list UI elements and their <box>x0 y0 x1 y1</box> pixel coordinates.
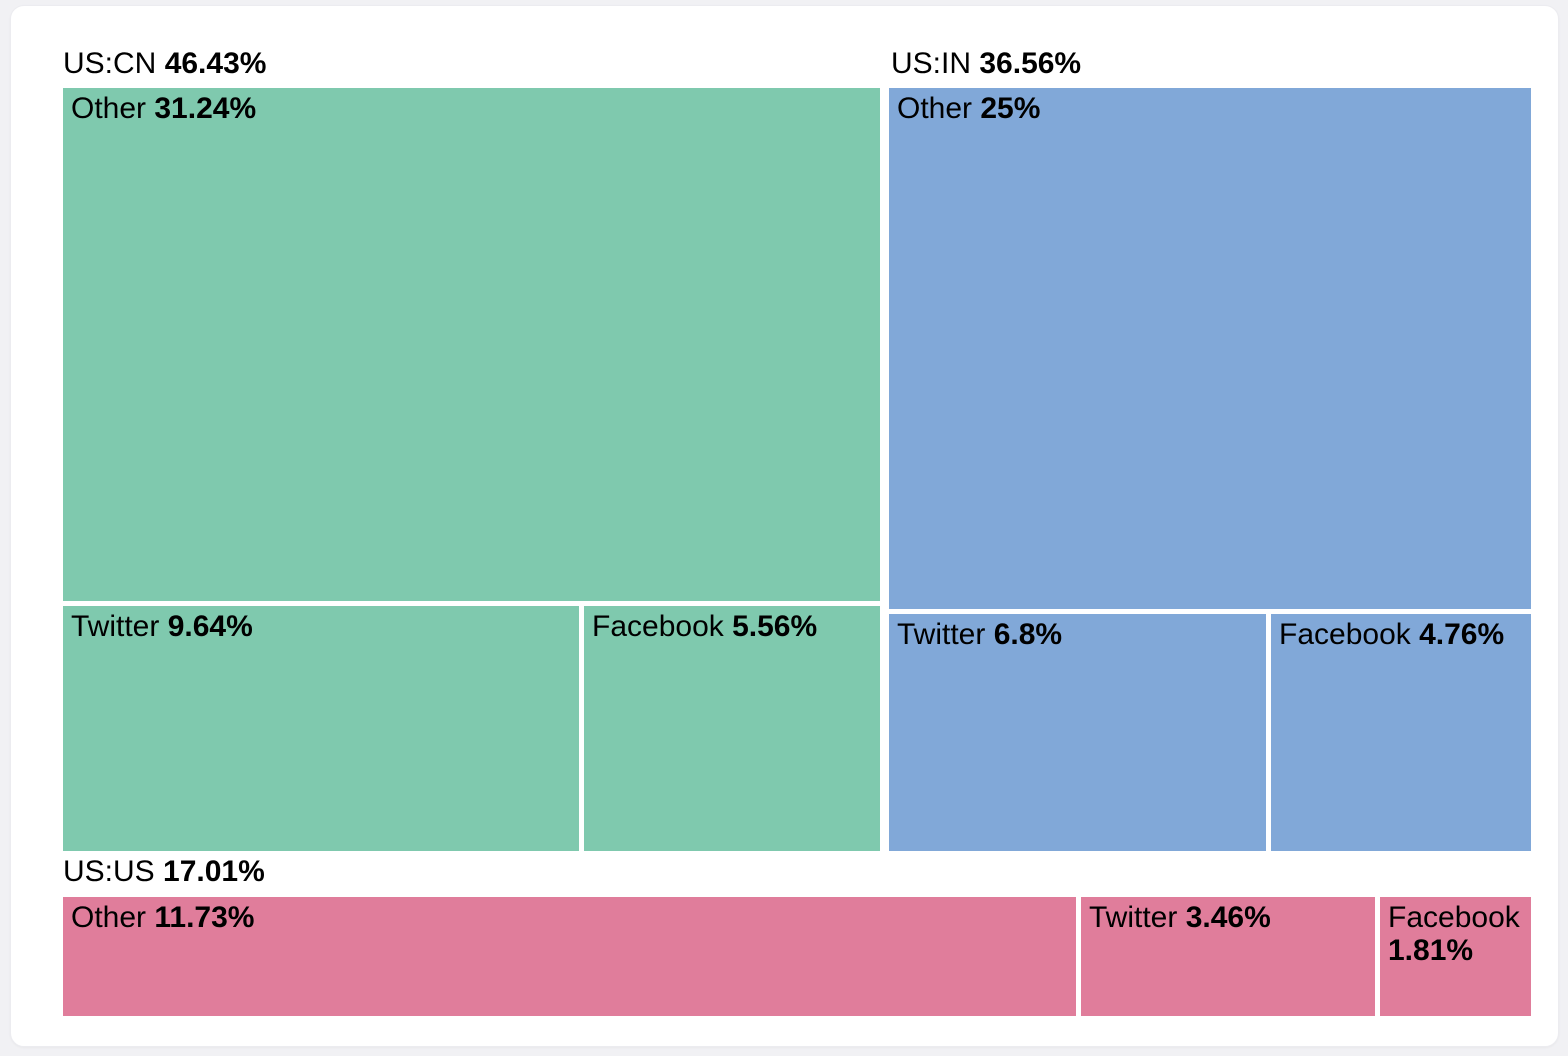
group-label: US:US <box>63 855 155 888</box>
cell-label: Twitter 3.46% <box>1081 897 1375 934</box>
cell-label: Other 25% <box>889 88 1531 125</box>
cell-percent: 9.64% <box>167 610 253 643</box>
cell-name: Facebook <box>1279 618 1411 651</box>
cell-percent: 6.8% <box>993 618 1063 651</box>
treemap-cell-us-us-twitter[interactable]: Twitter 3.46% <box>1081 897 1375 1016</box>
cell-name: Twitter <box>71 610 160 643</box>
cell-label: Facebook 1.81% <box>1380 897 1531 967</box>
group-header-us-cn: US:CN 46.43% <box>63 47 266 81</box>
cell-name: Twitter <box>897 618 986 651</box>
treemap-cell-us-cn-facebook[interactable]: Facebook 5.56% <box>584 606 880 851</box>
group-header-us-us: US:US 17.01% <box>63 855 265 889</box>
cell-percent: 5.56% <box>732 610 818 643</box>
group-label: US:IN <box>891 47 972 80</box>
group-percent: 46.43% <box>164 47 267 80</box>
treemap-card: US:CN 46.43% US:IN 36.56% US:US 17.01% O… <box>10 5 1559 1047</box>
cell-label: Facebook 5.56% <box>584 606 880 643</box>
cell-percent: 3.46% <box>1185 901 1271 934</box>
treemap-cell-us-in-other[interactable]: Other 25% <box>889 88 1531 609</box>
treemap-cell-us-cn-twitter[interactable]: Twitter 9.64% <box>63 606 579 851</box>
cell-label: Twitter 9.64% <box>63 606 579 643</box>
treemap-cell-us-us-other[interactable]: Other 11.73% <box>63 897 1076 1016</box>
cell-name: Facebook <box>1388 901 1520 934</box>
group-percent: 36.56% <box>979 47 1082 80</box>
cell-percent: 11.73% <box>154 901 255 934</box>
cell-percent: 25% <box>980 92 1041 125</box>
cell-name: Other <box>897 92 973 125</box>
group-label: US:CN <box>63 47 157 80</box>
cell-name: Facebook <box>592 610 724 643</box>
cell-label: Other 31.24% <box>63 88 880 125</box>
group-percent: 17.01% <box>163 855 265 888</box>
treemap-cell-us-cn-other[interactable]: Other 31.24% <box>63 88 880 601</box>
treemap-chart: US:CN 46.43% US:IN 36.56% US:US 17.01% O… <box>11 6 1558 1046</box>
cell-percent: 1.81% <box>1388 934 1474 967</box>
cell-label: Other 11.73% <box>63 897 1076 934</box>
treemap-cell-us-in-twitter[interactable]: Twitter 6.8% <box>889 614 1266 851</box>
treemap-cell-us-in-facebook[interactable]: Facebook 4.76% <box>1271 614 1531 851</box>
cell-percent: 4.76% <box>1419 618 1505 651</box>
cell-label: Twitter 6.8% <box>889 614 1266 651</box>
cell-label: Facebook 4.76% <box>1271 614 1531 651</box>
cell-name: Other <box>71 92 147 125</box>
cell-name: Other <box>71 901 147 934</box>
treemap-cell-us-us-facebook[interactable]: Facebook 1.81% <box>1380 897 1531 1016</box>
group-header-us-in: US:IN 36.56% <box>891 47 1081 81</box>
cell-percent: 31.24% <box>154 92 257 125</box>
cell-name: Twitter <box>1089 901 1178 934</box>
